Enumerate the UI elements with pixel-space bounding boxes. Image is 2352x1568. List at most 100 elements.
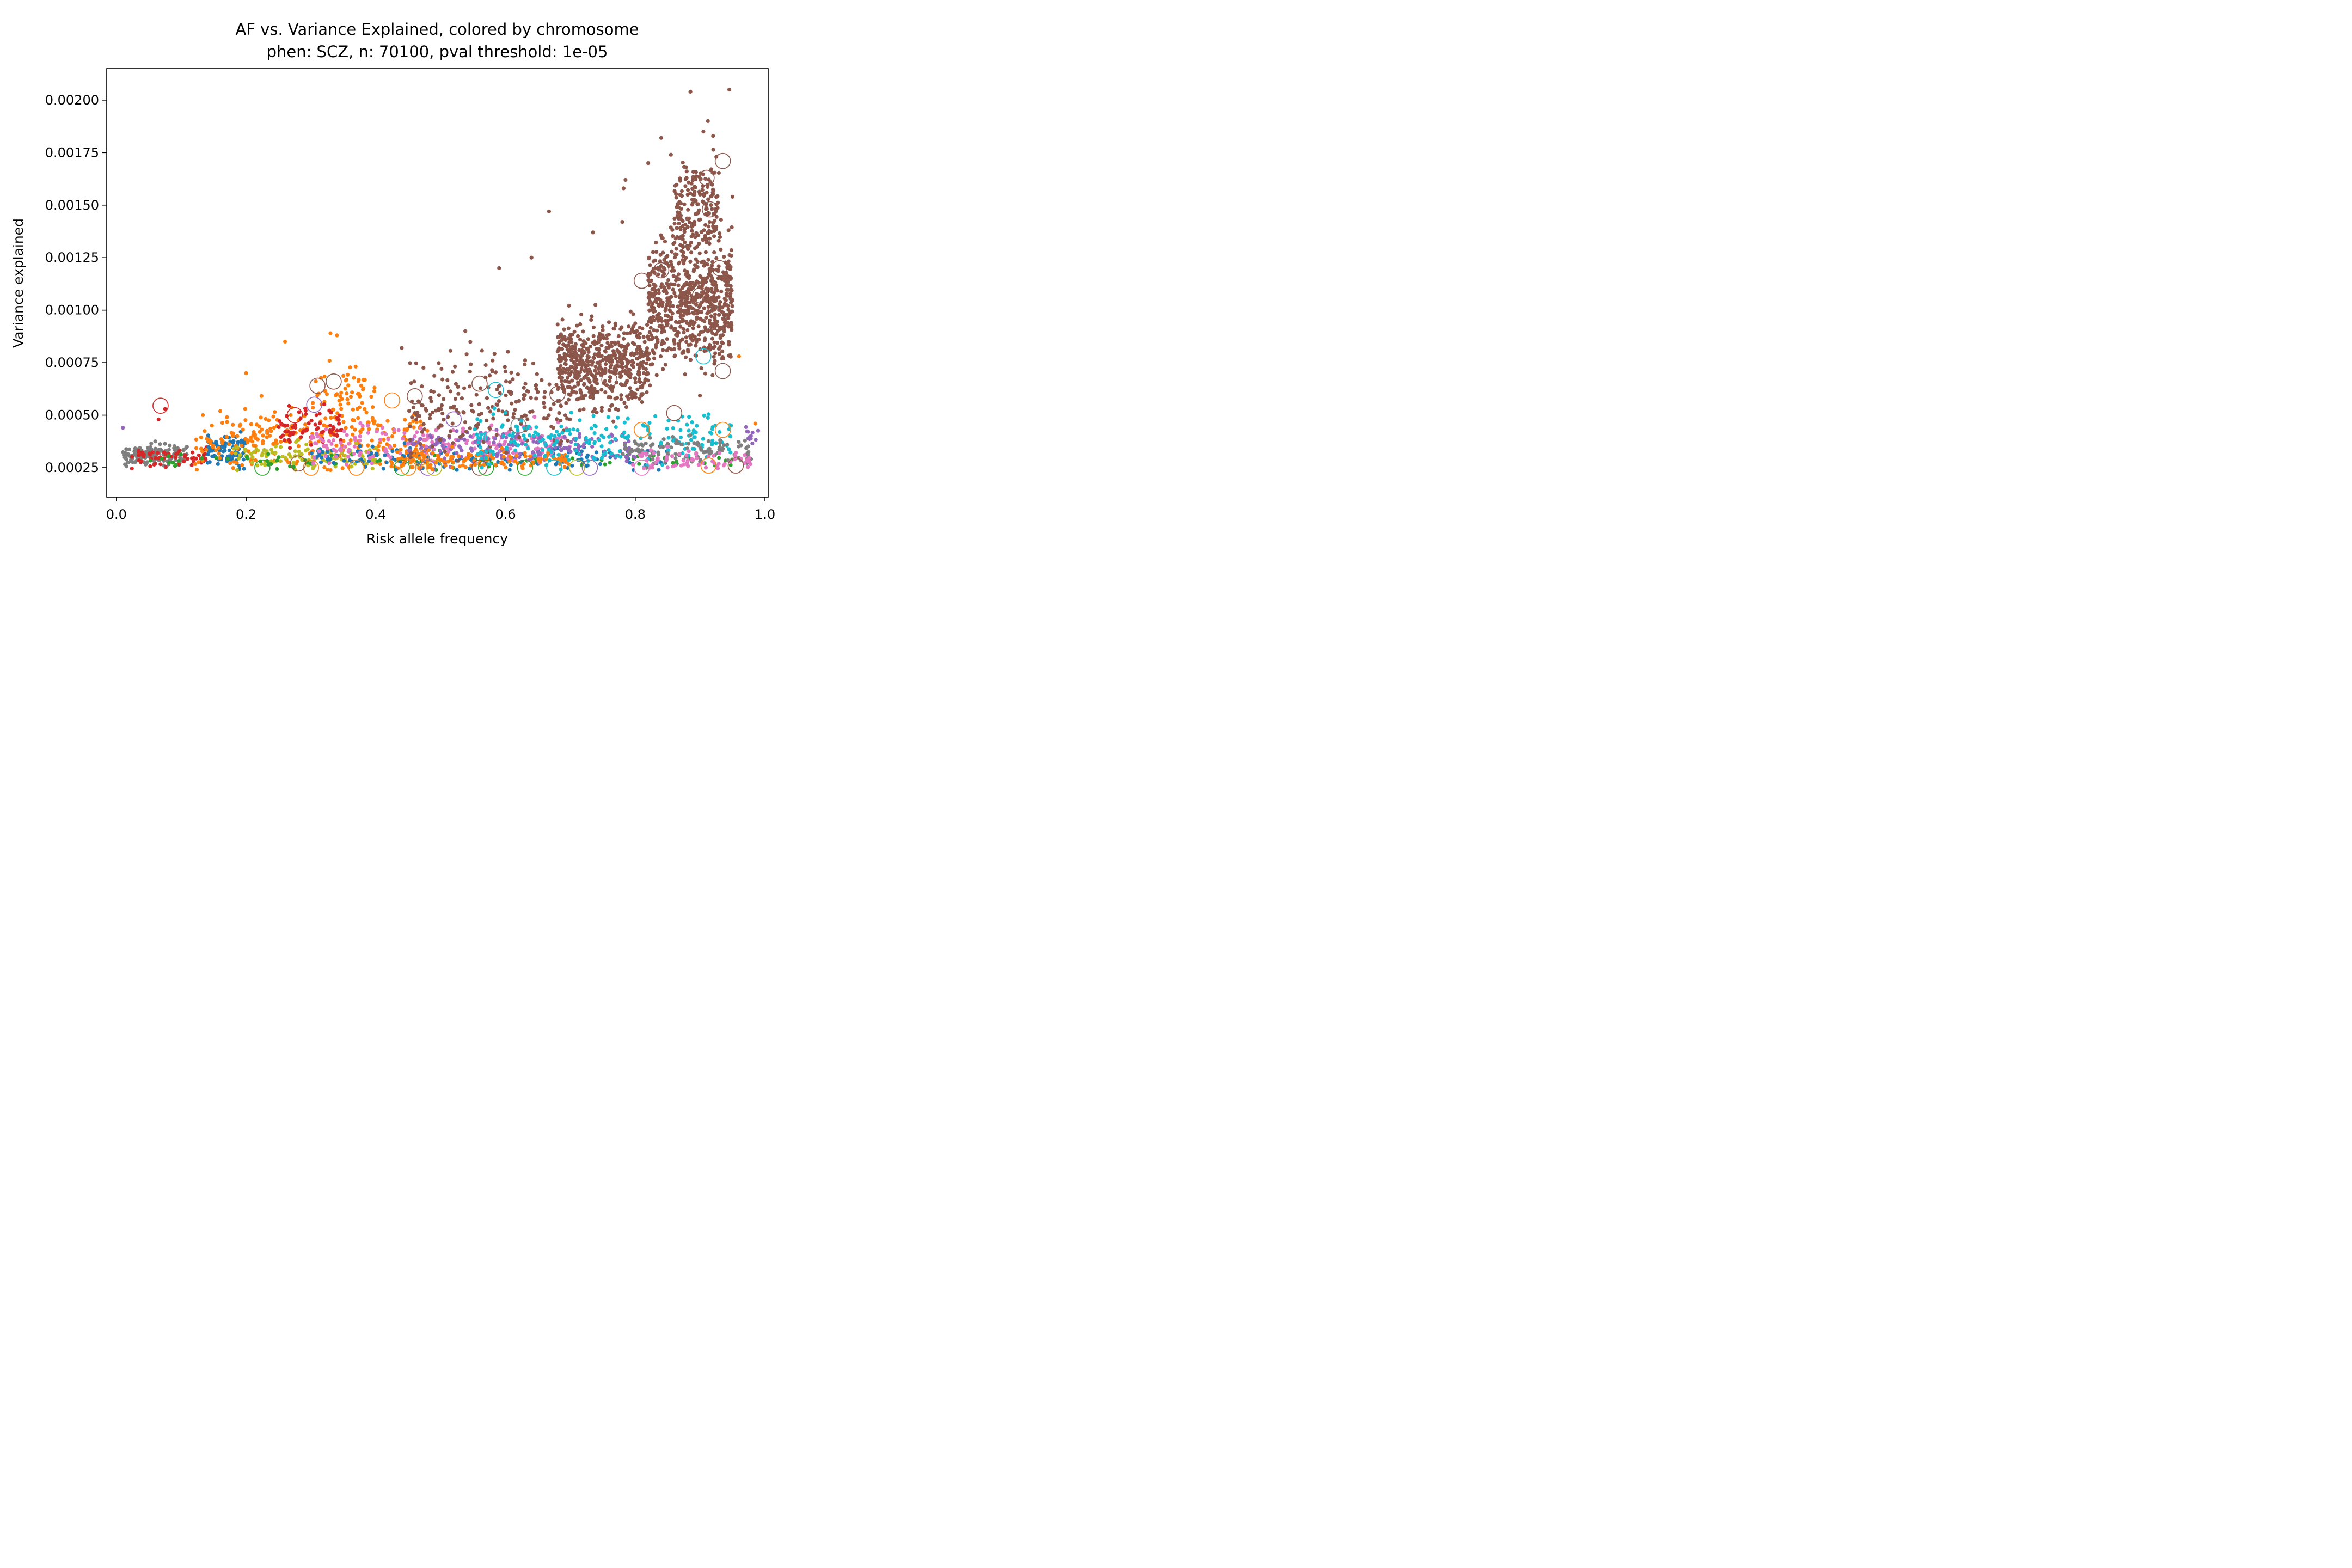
data-point xyxy=(630,449,634,454)
data-point xyxy=(679,319,684,323)
data-point xyxy=(716,295,721,299)
data-point xyxy=(678,428,683,432)
data-point xyxy=(709,167,714,171)
data-point xyxy=(710,260,715,264)
data-point xyxy=(707,224,711,229)
data-point xyxy=(572,389,576,394)
data-point xyxy=(714,256,719,260)
data-point xyxy=(494,463,498,467)
data-point xyxy=(677,277,681,281)
data-point xyxy=(703,250,708,254)
data-point xyxy=(591,414,596,418)
data-point xyxy=(339,407,344,411)
data-point xyxy=(250,455,255,460)
highlight-ring xyxy=(484,430,501,446)
data-point xyxy=(664,255,669,259)
data-point xyxy=(743,453,747,457)
data-point xyxy=(621,452,625,456)
data-point xyxy=(273,451,278,455)
data-point xyxy=(432,373,437,378)
data-point xyxy=(710,336,714,341)
data-point xyxy=(706,346,710,350)
data-point xyxy=(581,339,586,344)
data-point xyxy=(439,403,444,408)
data-point xyxy=(313,422,317,427)
data-point xyxy=(504,379,509,384)
data-point xyxy=(703,236,707,240)
data-point xyxy=(603,462,607,467)
data-point xyxy=(244,455,249,460)
highlight-ring xyxy=(471,375,488,392)
data-point xyxy=(665,298,670,303)
data-point xyxy=(729,287,733,292)
data-point xyxy=(322,423,327,427)
data-point xyxy=(613,364,617,369)
data-point xyxy=(485,396,489,400)
data-point xyxy=(638,332,642,336)
data-point xyxy=(597,367,601,371)
data-point xyxy=(703,336,707,341)
data-point xyxy=(718,441,722,445)
data-point xyxy=(475,417,480,421)
data-point xyxy=(679,234,684,238)
data-point xyxy=(235,468,240,473)
data-point xyxy=(728,434,732,439)
data-point xyxy=(192,456,196,461)
data-point xyxy=(737,440,741,444)
highlight-ring xyxy=(384,392,400,409)
highlight-ring xyxy=(326,373,342,390)
data-point xyxy=(693,235,697,240)
data-point xyxy=(479,456,483,461)
data-point xyxy=(327,439,331,443)
data-point xyxy=(632,342,636,347)
data-point xyxy=(249,422,253,426)
data-point xyxy=(700,283,705,287)
data-point xyxy=(179,452,183,457)
data-point xyxy=(572,329,577,334)
data-point xyxy=(564,338,568,342)
data-point xyxy=(651,457,655,462)
data-point xyxy=(646,428,650,432)
data-point xyxy=(684,340,689,344)
highlight-ring xyxy=(303,460,320,476)
data-point xyxy=(678,179,683,183)
data-point xyxy=(428,416,432,421)
data-point xyxy=(520,414,524,419)
data-point xyxy=(392,428,396,432)
data-point xyxy=(648,263,652,267)
data-point xyxy=(548,407,553,412)
data-point xyxy=(217,451,221,456)
data-point xyxy=(733,453,738,458)
data-point xyxy=(304,412,308,416)
data-point xyxy=(181,448,186,452)
data-point xyxy=(460,396,464,401)
x-axis-label: Risk allele frequency xyxy=(366,531,508,547)
data-point xyxy=(437,437,442,442)
data-point xyxy=(248,438,253,443)
data-point xyxy=(562,327,566,332)
data-point xyxy=(659,442,663,446)
data-point xyxy=(628,386,632,390)
data-point xyxy=(618,375,623,379)
data-point-outlier xyxy=(156,417,161,421)
highlight-ring xyxy=(549,386,566,402)
data-point xyxy=(691,232,695,237)
data-point xyxy=(712,454,716,458)
data-point xyxy=(638,385,642,389)
data-point xyxy=(411,419,415,424)
data-point xyxy=(599,433,604,438)
data-point xyxy=(431,451,435,455)
data-point xyxy=(475,432,479,437)
data-point xyxy=(194,446,199,450)
data-point xyxy=(293,425,298,430)
data-point xyxy=(665,426,669,431)
data-point xyxy=(295,459,299,464)
data-point xyxy=(470,408,474,413)
data-point xyxy=(728,295,732,299)
data-point xyxy=(497,384,501,389)
data-point xyxy=(206,452,210,457)
data-point xyxy=(461,429,465,434)
data-point xyxy=(678,324,683,329)
data-point xyxy=(597,338,601,342)
data-point xyxy=(601,324,605,329)
